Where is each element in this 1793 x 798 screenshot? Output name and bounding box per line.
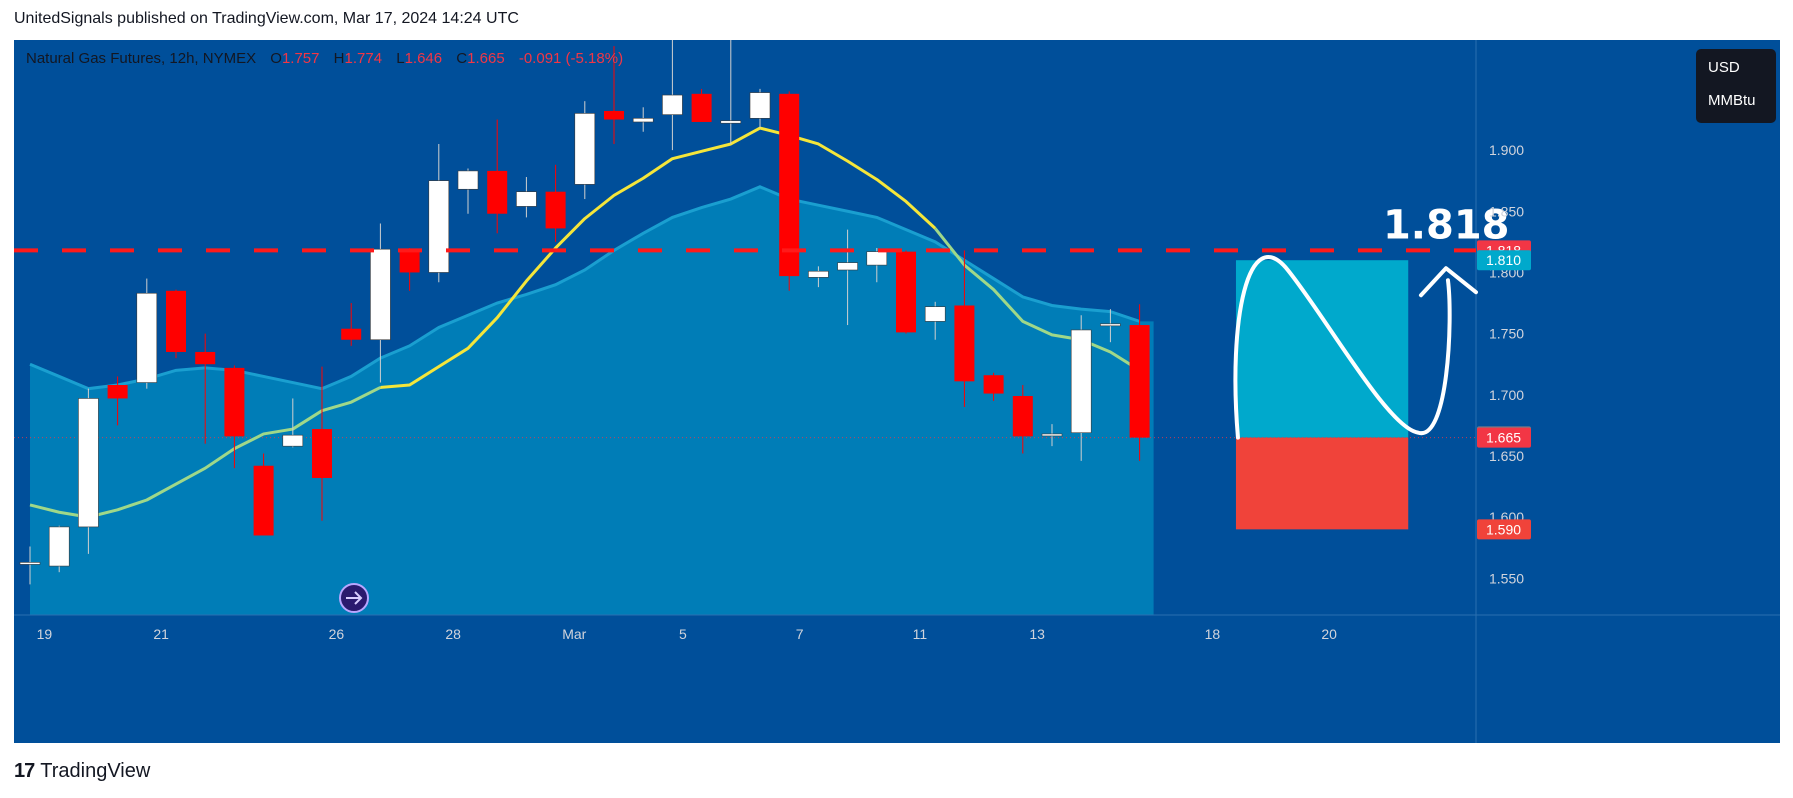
projection-arrow-head[interactable] — [1418, 266, 1478, 298]
x-tick-label: 18 — [1205, 626, 1221, 642]
candle-body[interactable] — [1070, 329, 1092, 434]
candle-body[interactable] — [136, 292, 158, 383]
publisher-line: UnitedSignals published on TradingView.c… — [14, 10, 519, 27]
candle-body[interactable] — [253, 465, 274, 536]
candle-body[interactable] — [487, 170, 508, 214]
candle-body[interactable] — [604, 110, 624, 120]
candle-body[interactable] — [662, 94, 683, 115]
footer-brand: 17 TradingView — [14, 760, 150, 783]
candle-body[interactable] — [691, 93, 712, 122]
candle-body[interactable] — [224, 367, 245, 437]
candle-body[interactable] — [720, 120, 742, 124]
tradingview-logo: 17 — [14, 760, 35, 782]
candle-body[interactable] — [312, 429, 332, 478]
target-zone[interactable] — [1235, 260, 1409, 438]
y-tick-label: 1.900 — [1489, 142, 1524, 158]
low-label: L — [396, 50, 405, 67]
candle-body[interactable] — [341, 328, 362, 340]
y-tick-label: 1.700 — [1489, 387, 1524, 403]
unit-label[interactable]: MMBtu — [1708, 92, 1756, 109]
candle-body[interactable] — [866, 251, 888, 266]
projection-curve[interactable] — [1233, 255, 1452, 440]
candle-body[interactable] — [779, 93, 800, 277]
candle-body[interactable] — [574, 113, 596, 185]
high-value: 1.774 — [344, 50, 383, 67]
y-tick-label: 1.650 — [1489, 448, 1524, 464]
candle-body[interactable] — [428, 180, 450, 273]
candle-body[interactable] — [282, 434, 304, 447]
candle-body[interactable] — [896, 251, 916, 333]
candle-body[interactable] — [1100, 323, 1121, 327]
price-chart[interactable]: 1.8181.5501.6001.6501.7001.7501.8001.850… — [14, 40, 1780, 743]
candle-body[interactable] — [545, 191, 566, 229]
candle-body[interactable] — [632, 117, 654, 123]
x-tick-label: 13 — [1029, 626, 1045, 642]
x-tick-label: 20 — [1321, 626, 1337, 642]
x-tick-label: 28 — [445, 626, 461, 642]
candle-body[interactable] — [48, 526, 70, 567]
candle-body[interactable] — [983, 375, 1004, 394]
candle-body[interactable] — [1129, 325, 1150, 438]
candle-body[interactable] — [808, 270, 829, 278]
x-tick-label: 7 — [796, 626, 804, 642]
price-tag-label[interactable]: 1.810 — [1486, 252, 1521, 268]
candle-body[interactable] — [837, 262, 858, 271]
candle-body[interactable] — [19, 562, 41, 565]
candle-body[interactable] — [107, 385, 128, 399]
candle-body[interactable] — [399, 250, 420, 273]
ma-fast-line-yellow — [380, 126, 937, 389]
candle-body[interactable] — [78, 398, 99, 528]
tradingview-wordmark: TradingView — [40, 760, 151, 782]
symbol-legend: Natural Gas Futures, 12h, NYMEX O1.757 H… — [26, 50, 623, 67]
candle-body[interactable] — [457, 170, 479, 190]
candle-body[interactable] — [166, 290, 186, 352]
candle-body[interactable] — [954, 305, 975, 382]
price-tag-label[interactable]: 1.665 — [1486, 430, 1521, 446]
currency-unit-selector[interactable]: USD MMBtu — [1696, 49, 1776, 123]
y-tick-label: 1.550 — [1489, 570, 1524, 586]
currency-label[interactable]: USD — [1708, 59, 1740, 76]
candle-body[interactable] — [516, 191, 537, 207]
chart-panel[interactable]: 1.818 1.550 1.600 1.650 1.700 1.750 1.800 1.850… — [14, 40, 1780, 743]
ma-fast-line-green-end — [934, 227, 1141, 372]
candle-body[interactable] — [749, 92, 771, 119]
candle-body[interactable] — [195, 351, 216, 365]
price-tag[interactable] — [1477, 427, 1531, 448]
price-tag[interactable] — [1477, 519, 1531, 540]
y-tick-label: 1.750 — [1489, 326, 1524, 342]
candle-body[interactable] — [924, 306, 946, 322]
close-value: 1.665 — [467, 50, 505, 67]
price-tag-label[interactable]: 1.590 — [1486, 521, 1521, 537]
high-label: H — [333, 50, 345, 67]
replay-arrow-icon — [346, 591, 363, 605]
change-value: -0.091 (-5.18%) — [518, 50, 624, 67]
ma-cloud-area — [30, 186, 1154, 615]
candle-body[interactable] — [1041, 433, 1063, 437]
x-tick-label: 21 — [153, 626, 169, 642]
y-tick-label: 1.850 — [1489, 203, 1524, 219]
x-tick-label: 5 — [679, 626, 687, 642]
open-value: 1.757 — [281, 50, 320, 67]
x-tick-label: 26 — [329, 626, 345, 642]
close-label: C — [456, 50, 468, 67]
price-tag[interactable] — [1477, 250, 1531, 271]
x-tick-label: 11 — [913, 626, 928, 642]
x-tick-label: Mar — [562, 626, 586, 642]
candle-body[interactable] — [1012, 396, 1033, 437]
low-value: 1.646 — [404, 50, 443, 67]
symbol-name[interactable]: Natural Gas Futures, 12h, NYMEX — [26, 50, 257, 67]
x-tick-label: 19 — [37, 626, 53, 642]
open-label: O — [270, 50, 282, 67]
stop-zone[interactable] — [1235, 437, 1409, 530]
candle-body[interactable] — [370, 248, 391, 341]
